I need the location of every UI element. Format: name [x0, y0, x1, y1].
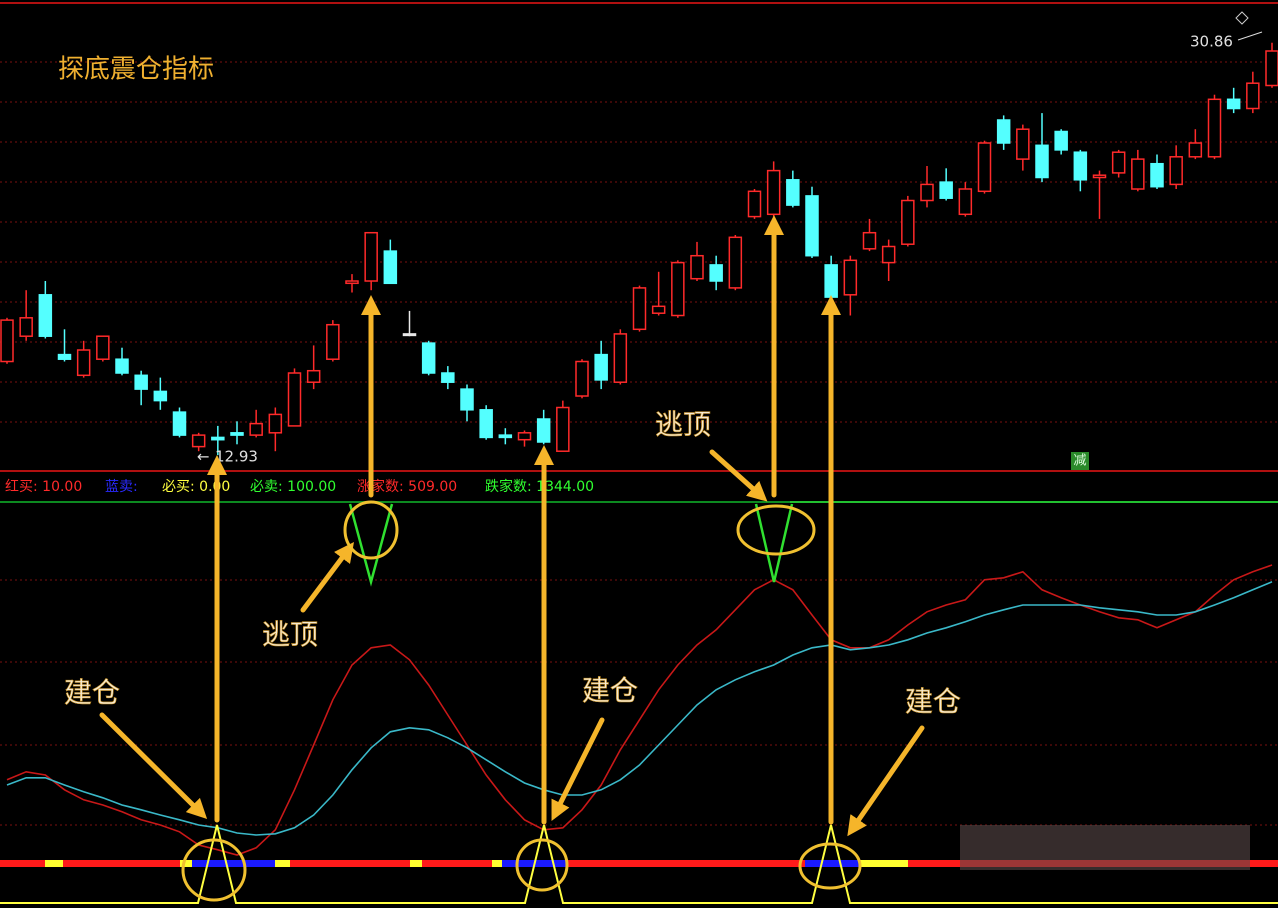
candle-body: [958, 188, 973, 216]
candle-body: [326, 323, 340, 360]
candle-body: [709, 264, 723, 282]
legend-item: 红买: 10.00: [5, 479, 82, 495]
candle-body: [1016, 128, 1030, 160]
candle-body: [862, 231, 877, 250]
legend-item: 必买: 0.00: [162, 479, 230, 495]
candle-body: [249, 422, 263, 436]
candle-body: [824, 264, 838, 298]
candle-body: [1073, 151, 1088, 181]
candle-body: [901, 199, 915, 245]
candle-body: [230, 432, 244, 436]
candle-body: [651, 305, 666, 314]
candle-body: [1188, 142, 1203, 158]
candle-body: [134, 374, 148, 390]
candle-body: [805, 195, 819, 257]
sell-signals: [348, 503, 794, 587]
candle-body: [939, 181, 953, 199]
candle-body: [977, 142, 992, 193]
candle-body: [632, 287, 647, 331]
candle-body: [306, 369, 321, 383]
candle-body: [517, 432, 532, 441]
candle-body: [441, 372, 455, 383]
candle-body: [1226, 98, 1241, 110]
legend-item: 必卖: 100.00: [250, 479, 336, 495]
candle-body: [76, 349, 91, 377]
candle-body: [1111, 151, 1126, 174]
candle-body: [191, 434, 206, 448]
candle-body: [747, 190, 762, 218]
arrows: [99, 215, 925, 837]
candle-body: [1246, 82, 1260, 110]
icon-diamond: [1235, 11, 1249, 25]
min-price-label: 12.93: [215, 448, 258, 466]
candle-body: [1092, 174, 1107, 179]
candle-body: [383, 250, 398, 285]
candle-body: [287, 372, 302, 427]
candle-body: [1054, 130, 1068, 151]
candle-body: [556, 406, 570, 452]
indicator-line: [6, 564, 1273, 856]
candle-body: [613, 333, 628, 383]
candle-body: [498, 434, 513, 439]
candle-body: [536, 418, 551, 443]
candle-body: [345, 280, 359, 285]
max-price-label: 30.86: [1190, 33, 1233, 51]
candle-body: [881, 245, 896, 264]
candle-body: [1169, 156, 1183, 186]
buy-signals: [0, 824, 1278, 904]
candle-body: [57, 353, 72, 360]
candle-body: [690, 254, 704, 280]
candle-body: [115, 358, 129, 374]
candle-body: [1035, 144, 1049, 179]
candle-body: [460, 388, 474, 411]
candle-body: [402, 333, 417, 337]
candle-body: [1207, 98, 1222, 158]
annotation: 建仓: [64, 676, 120, 709]
annotation: 逃顶: [262, 618, 318, 651]
candle-body: [594, 353, 608, 381]
legend-item: 涨家数: 509.00: [357, 478, 457, 495]
candle-body: [19, 317, 33, 337]
candle-body: [172, 411, 187, 436]
candle-body: [786, 179, 800, 206]
highlights: [181, 500, 862, 902]
candle-body: [0, 319, 14, 363]
candle-body: [96, 335, 110, 360]
candle-body: [671, 261, 685, 317]
badge-box: [1071, 452, 1089, 470]
candle-body: [1131, 158, 1145, 190]
candle-body: [364, 231, 378, 282]
candle-body: [843, 259, 858, 296]
candle-body: [479, 409, 493, 439]
candle-body: [421, 342, 436, 374]
candle-body: [575, 360, 589, 397]
max-pointer: [1237, 31, 1263, 41]
badge: 减: [1073, 454, 1086, 469]
candle-body: [153, 390, 168, 402]
legend-item: 跌家数: 1344.00: [485, 478, 594, 495]
candles: [0, 42, 1278, 456]
candle-body: [1150, 162, 1164, 188]
candle-body: [728, 236, 743, 289]
min-pointer: ←: [197, 448, 210, 466]
candle-body: [766, 169, 781, 216]
candle-body: [920, 183, 934, 202]
candle-body: [211, 436, 225, 441]
state-band: [0, 825, 1278, 870]
candle-body: [38, 294, 53, 337]
annotation: 建仓: [582, 674, 638, 707]
chart-title: 探底震仓指标: [58, 55, 214, 85]
candle-body: [1265, 50, 1278, 87]
legend-item: 蓝卖:: [105, 479, 138, 495]
annotation: 逃顶: [655, 408, 711, 441]
candle-body: [996, 119, 1011, 144]
annotation: 建仓: [905, 685, 961, 718]
candle-body: [268, 413, 283, 434]
